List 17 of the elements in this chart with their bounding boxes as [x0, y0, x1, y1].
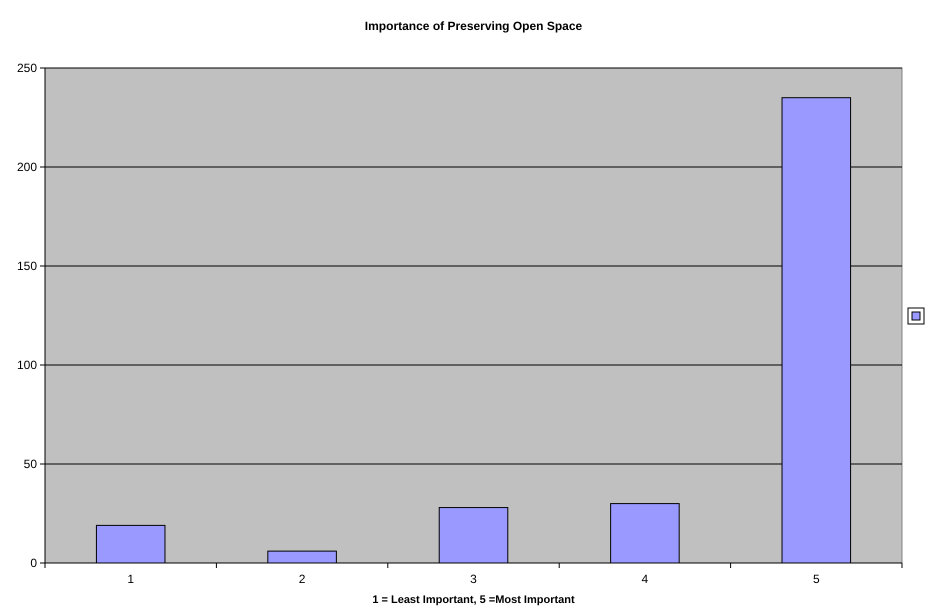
- bar: [610, 503, 680, 564]
- y-tick-label: 100: [16, 358, 38, 372]
- y-tick-label: 50: [24, 457, 38, 472]
- bar: [267, 550, 337, 564]
- x-axis-title: 1 = Least Important, 5 =Most Important: [372, 594, 575, 606]
- y-tick-label: 200: [16, 160, 38, 174]
- chart-title: Importance of Preserving Open Space: [364, 19, 583, 33]
- bar: [438, 507, 508, 564]
- y-tick-label: 250: [16, 61, 38, 76]
- x-tick-label: 2: [298, 572, 306, 586]
- bar: [96, 524, 166, 564]
- x-tick-label: 3: [470, 572, 478, 586]
- y-tick-label: 150: [16, 259, 38, 274]
- y-tick-label: 0: [30, 556, 38, 570]
- x-tick-label: 1: [127, 572, 134, 586]
- x-tick-label: 5: [812, 572, 820, 586]
- x-tick-label: 4: [642, 572, 649, 586]
